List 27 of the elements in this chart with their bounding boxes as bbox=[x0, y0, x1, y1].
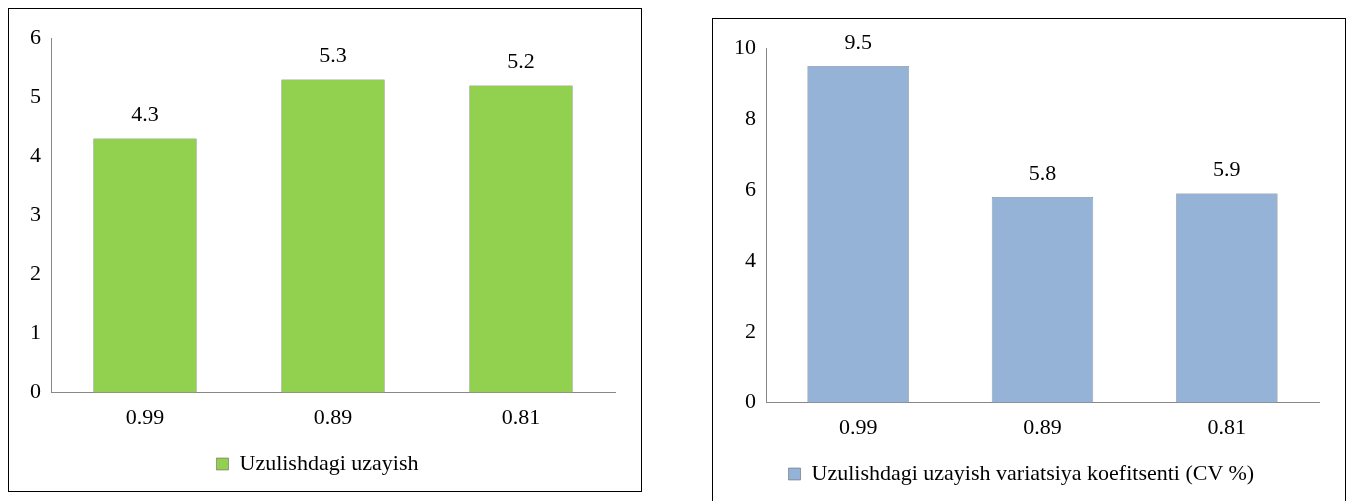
legend-label: Uzulishdagi uzayish variatsiya koefitsenti (CV %) bbox=[811, 459, 1255, 485]
y-tick-label: 2 bbox=[745, 317, 756, 343]
x-tick-label: 0.89 bbox=[313, 403, 353, 429]
y-tick-label: 0 bbox=[745, 388, 756, 414]
x-tick-label: 0.81 bbox=[1207, 413, 1247, 439]
y-tick-label: 1 bbox=[30, 319, 41, 345]
data-label: 5.9 bbox=[1213, 156, 1241, 182]
data-label: 4.3 bbox=[131, 101, 159, 127]
y-tick-label: 8 bbox=[745, 104, 756, 130]
y-tick-label: 4 bbox=[30, 142, 41, 168]
y-tick-label: 4 bbox=[745, 246, 756, 272]
x-tick-label: 0.99 bbox=[838, 413, 878, 439]
data-label: 5.3 bbox=[319, 42, 347, 68]
data-label: 9.5 bbox=[844, 28, 872, 54]
y-tick-label: 2 bbox=[30, 260, 41, 286]
x-tick-label: 0.81 bbox=[501, 403, 541, 429]
x-tick-label: 0.89 bbox=[1023, 413, 1062, 439]
x-tick-label: 0.99 bbox=[125, 403, 165, 429]
legend-label: Uzulishdagi uzayish bbox=[239, 449, 419, 475]
data-label: 5.2 bbox=[507, 48, 535, 74]
y-tick-label: 3 bbox=[30, 201, 41, 227]
y-tick-label: 6 bbox=[30, 23, 41, 49]
y-tick-label: 0 bbox=[30, 378, 41, 404]
y-tick-label: 5 bbox=[30, 83, 41, 109]
y-tick-label: 10 bbox=[734, 33, 756, 59]
y-tick-label: 6 bbox=[745, 175, 756, 201]
data-label: 5.8 bbox=[1028, 159, 1057, 185]
